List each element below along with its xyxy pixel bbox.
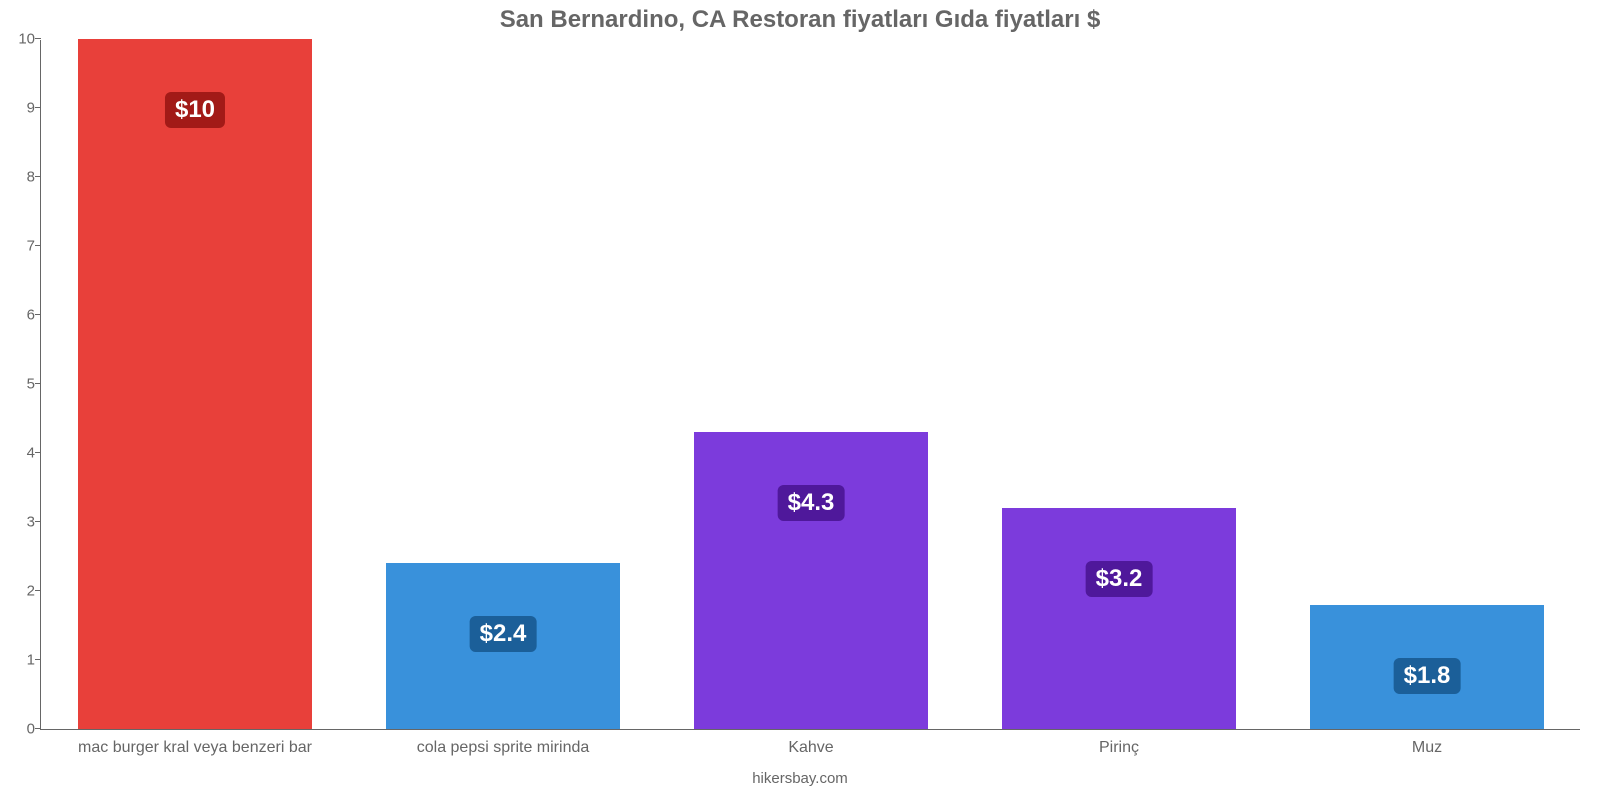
bar-value-label: $4.3: [778, 485, 845, 521]
x-category-label: Kahve: [788, 739, 833, 757]
y-tick-mark: [35, 176, 41, 177]
y-tick-label: 4: [27, 445, 35, 462]
chart-footer: hikersbay.com: [0, 770, 1600, 787]
plot-area: 012345678910$10mac burger kral veya benz…: [40, 40, 1580, 730]
y-tick-label: 3: [27, 514, 35, 531]
y-tick-label: 10: [18, 31, 35, 48]
y-tick-mark: [35, 728, 41, 729]
y-tick-mark: [35, 383, 41, 384]
y-tick-label: 2: [27, 583, 35, 600]
price-bar-chart: San Bernardino, CA Restoran fiyatları Gı…: [0, 0, 1600, 800]
y-tick-mark: [35, 245, 41, 246]
y-tick-mark: [35, 590, 41, 591]
x-category-label: Pirinç: [1099, 739, 1139, 757]
y-tick-mark: [35, 521, 41, 522]
y-tick-mark: [35, 452, 41, 453]
bar: [1002, 508, 1236, 729]
y-tick-mark: [35, 107, 41, 108]
y-tick-mark: [35, 314, 41, 315]
bar: [694, 432, 928, 729]
x-category-label: Muz: [1412, 739, 1442, 757]
x-category-label: mac burger kral veya benzeri bar: [78, 739, 312, 757]
y-tick-label: 5: [27, 376, 35, 393]
y-tick-label: 1: [27, 652, 35, 669]
bar-value-label: $10: [165, 92, 225, 128]
bar-value-label: $3.2: [1086, 561, 1153, 597]
bar: [78, 39, 312, 729]
bar-value-label: $1.8: [1394, 658, 1461, 694]
chart-title: San Bernardino, CA Restoran fiyatları Gı…: [0, 6, 1600, 34]
y-tick-mark: [35, 659, 41, 660]
bar-value-label: $2.4: [470, 616, 537, 652]
y-tick-label: 0: [27, 721, 35, 738]
y-tick-label: 7: [27, 238, 35, 255]
x-category-label: cola pepsi sprite mirinda: [417, 739, 590, 757]
y-tick-label: 6: [27, 307, 35, 324]
y-tick-label: 9: [27, 100, 35, 117]
y-tick-label: 8: [27, 169, 35, 186]
y-tick-mark: [35, 38, 41, 39]
